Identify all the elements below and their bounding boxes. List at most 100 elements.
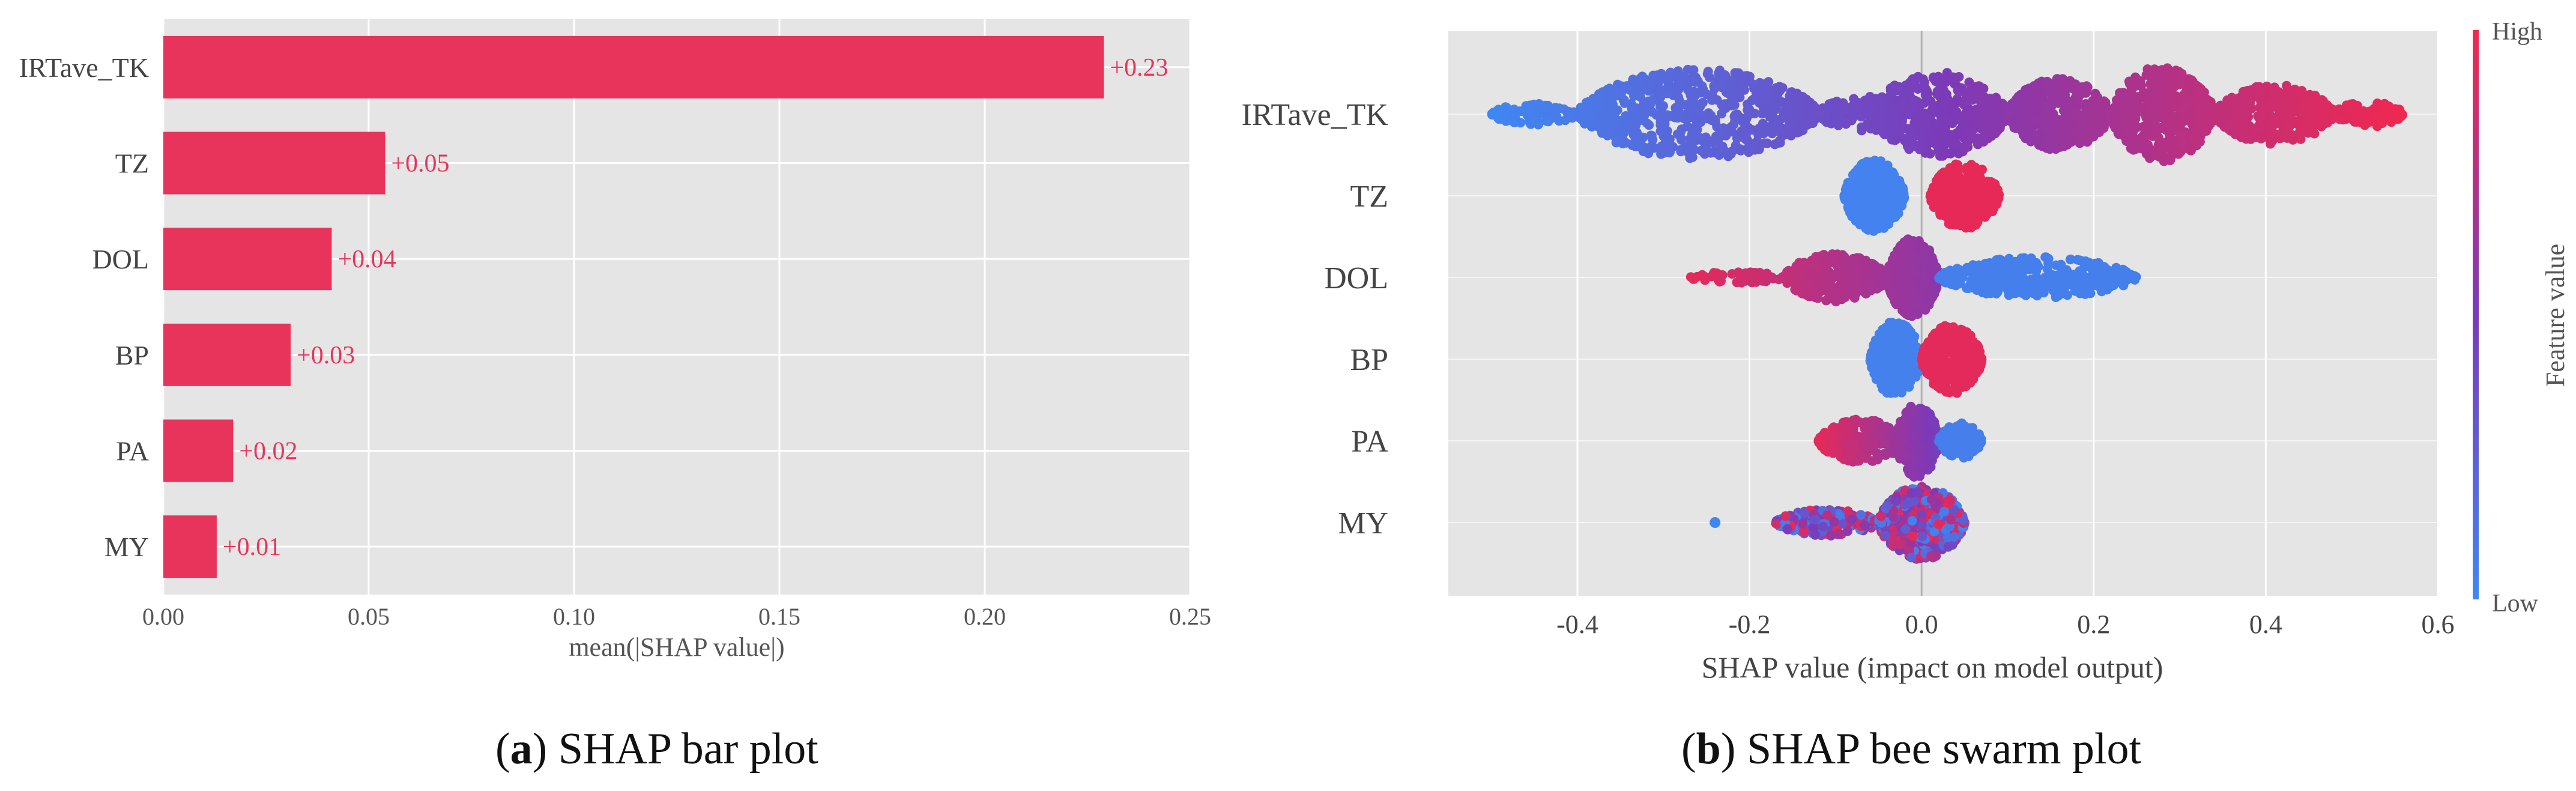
point xyxy=(1941,278,1950,288)
point xyxy=(1897,98,1906,108)
point xyxy=(2057,273,2066,283)
point xyxy=(2234,95,2244,105)
point xyxy=(2073,279,2083,289)
point xyxy=(1845,265,1854,275)
point xyxy=(2168,150,2177,160)
point xyxy=(1871,179,1881,189)
point xyxy=(1942,183,1952,192)
point xyxy=(1884,219,1893,229)
point xyxy=(2114,129,2123,138)
point xyxy=(1900,267,1910,277)
point xyxy=(2043,264,2052,274)
point xyxy=(2049,109,2058,119)
point xyxy=(2022,123,2032,132)
point xyxy=(1888,114,1897,123)
point xyxy=(1866,208,1875,217)
point xyxy=(1638,105,1648,115)
point xyxy=(2060,283,2069,292)
point xyxy=(1894,82,1904,92)
point xyxy=(1629,130,1639,140)
point xyxy=(2296,135,2306,144)
point xyxy=(1939,85,1949,95)
y-tick-label: IRTave_TK xyxy=(19,52,149,83)
point xyxy=(1953,85,1962,95)
point xyxy=(2066,76,2075,86)
point xyxy=(1926,97,1935,106)
point xyxy=(1743,100,1752,109)
point xyxy=(2121,136,2131,146)
point xyxy=(2319,117,2329,126)
point xyxy=(1729,120,1738,129)
point xyxy=(1636,142,1645,152)
point xyxy=(1670,103,1680,113)
point xyxy=(1649,143,1659,153)
point xyxy=(1922,86,1932,95)
point xyxy=(1885,187,1894,196)
point xyxy=(1693,125,1702,135)
point xyxy=(2027,97,2036,106)
point xyxy=(1613,106,1622,115)
point xyxy=(2101,282,2111,291)
point xyxy=(1846,115,1856,125)
point xyxy=(2387,109,2397,119)
point xyxy=(1730,112,1740,121)
point xyxy=(1970,262,1980,272)
point xyxy=(1973,107,1982,117)
point xyxy=(1627,79,1636,89)
point xyxy=(2165,95,2175,105)
point xyxy=(2079,271,2088,281)
point xyxy=(2270,82,2279,92)
point xyxy=(1851,256,1860,265)
y-tick-label: PA xyxy=(116,436,149,467)
point xyxy=(1888,169,1897,179)
point xyxy=(1915,293,1925,303)
point xyxy=(1908,125,1917,135)
point xyxy=(2188,133,2198,143)
point xyxy=(2215,114,2224,124)
point xyxy=(2155,111,2165,121)
point xyxy=(1933,176,1943,186)
bar-value-label: +0.05 xyxy=(391,150,449,178)
point xyxy=(1974,82,1984,91)
point xyxy=(2087,119,2096,129)
x-tick-label: 0.25 xyxy=(1169,603,1211,630)
point xyxy=(1598,111,1607,120)
point xyxy=(1790,285,1800,294)
point xyxy=(2068,97,2078,107)
point xyxy=(1681,110,1690,120)
point xyxy=(1891,299,1900,308)
point xyxy=(2284,131,2294,141)
point xyxy=(1968,163,1978,173)
point xyxy=(1829,117,1839,126)
point xyxy=(2056,260,2066,270)
point xyxy=(2302,95,2311,105)
point xyxy=(2094,258,2103,268)
point xyxy=(1832,283,1842,293)
point xyxy=(1816,251,1826,261)
point xyxy=(1913,239,1923,249)
point xyxy=(1867,106,1876,115)
point xyxy=(1798,92,1807,102)
point xyxy=(2144,88,2154,98)
point xyxy=(1689,145,1699,154)
bar-value-label: +0.23 xyxy=(1110,54,1168,82)
point xyxy=(1727,101,1737,111)
point xyxy=(1686,272,1696,282)
point xyxy=(1970,283,1979,292)
point xyxy=(1864,279,1873,289)
x-tick-label: 0.20 xyxy=(964,603,1006,630)
point xyxy=(1976,197,1985,207)
point xyxy=(1838,257,1848,267)
point xyxy=(1586,118,1596,128)
point xyxy=(1878,109,1887,119)
point xyxy=(1820,260,1830,270)
point xyxy=(1899,307,1909,317)
point xyxy=(1893,274,1903,283)
point xyxy=(2006,268,2016,278)
point xyxy=(1677,135,1687,144)
point xyxy=(1827,274,1837,283)
point xyxy=(1930,76,1940,85)
point xyxy=(2324,104,2334,114)
point xyxy=(1714,74,1724,83)
point xyxy=(1948,73,1958,82)
